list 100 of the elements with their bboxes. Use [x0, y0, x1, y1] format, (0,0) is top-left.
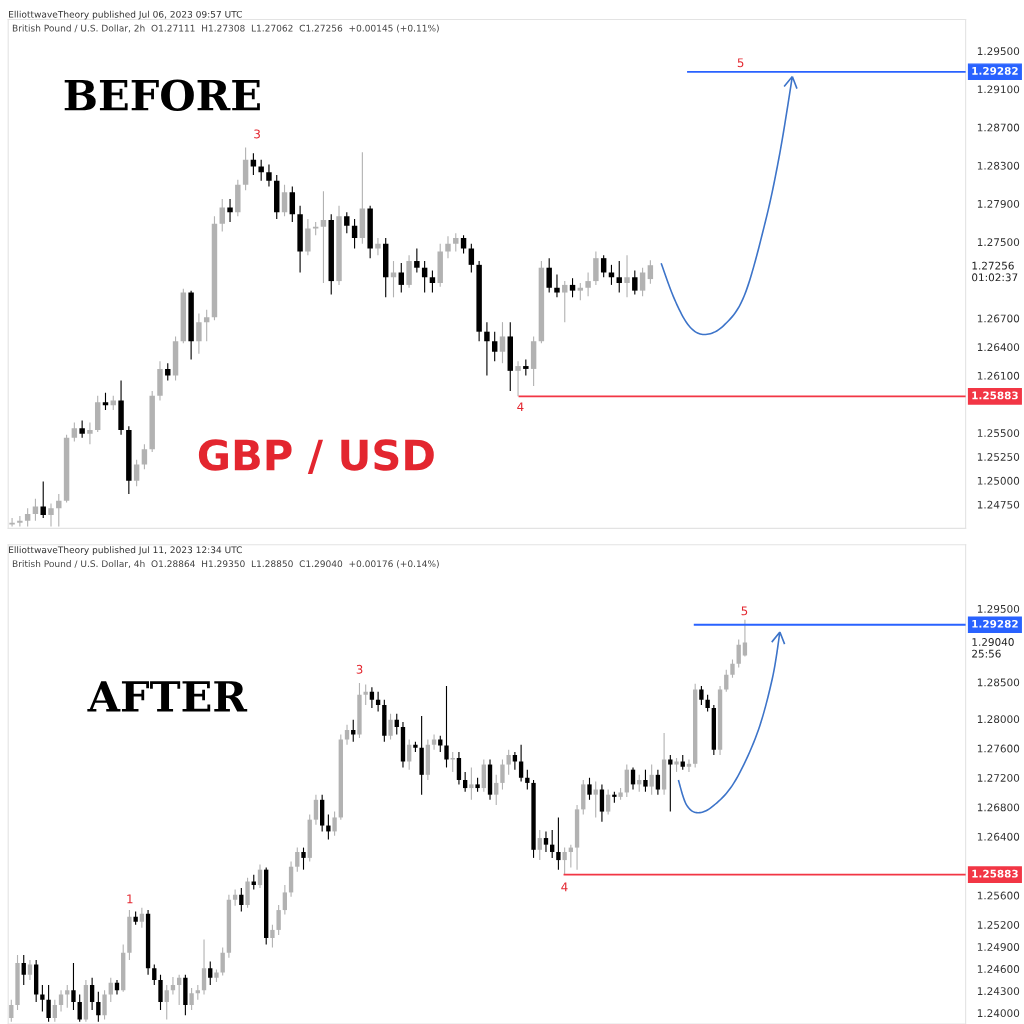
candlestick	[266, 164, 272, 188]
candlestick	[724, 669, 729, 693]
candlestick	[289, 185, 296, 223]
candlestick	[506, 749, 511, 776]
candlestick	[375, 691, 381, 713]
annotation: AFTER	[87, 681, 248, 712]
candlestick	[208, 960, 213, 986]
text: 1.29040 25:56	[972, 638, 1014, 658]
candlestick	[48, 503, 54, 528]
y-tick-label: 1.27500	[977, 238, 1020, 247]
candlestick	[220, 947, 225, 977]
y-tick-label: 1.28500	[977, 678, 1020, 687]
candlestick	[686, 758, 692, 773]
candlestick	[736, 639, 741, 669]
candlestick	[71, 962, 76, 1011]
candlestick	[500, 758, 505, 791]
annotation: 4	[561, 882, 568, 892]
candlestick	[593, 250, 599, 286]
ref-line-label: 1.25883	[972, 391, 1018, 400]
ref-line-label: 1.29282	[972, 619, 1018, 628]
candlestick	[593, 780, 598, 819]
candlestick	[189, 987, 194, 1011]
candlestick	[139, 907, 145, 929]
candlestick	[24, 507, 31, 528]
candlestick	[499, 321, 506, 364]
y-tick-label: 1.24000	[977, 1009, 1020, 1018]
candlestick	[431, 733, 437, 751]
candlestick	[494, 774, 499, 806]
candlestick	[301, 847, 306, 871]
candlestick	[71, 421, 78, 443]
candlestick	[599, 783, 605, 823]
candlestick	[27, 959, 33, 981]
y-tick-label: 1.25250	[977, 453, 1020, 461]
text: British Pound / U.S. Dollar, 4h O1.28864 H1.29350 L1.28850 C1.29040 +0.00176 (+0.14%)	[12, 560, 439, 569]
candlestick	[491, 331, 498, 362]
candlestick	[65, 984, 70, 1009]
annotation: 5	[741, 606, 748, 616]
candlestick	[232, 888, 238, 907]
y-tick-label: 1.26100	[977, 371, 1020, 380]
candlestick	[643, 769, 648, 793]
candlestick	[332, 811, 337, 837]
candlestick	[17, 515, 23, 528]
annotation: 5	[737, 58, 744, 68]
candlestick	[344, 724, 350, 746]
y-tick-label: 1.25600	[977, 891, 1020, 900]
chart-title: ElliottwaveTheory published Jul 06, 2023 09:57 UTC	[9, 10, 242, 20]
candlestick	[270, 924, 275, 949]
candlestick	[390, 260, 397, 298]
text: British Pound / U.S. Dollar, 2h O1.27111 H1.27308 L1.27062 C1.27256 +0.00145 (+0.11%)	[12, 24, 439, 33]
candlestick	[239, 887, 244, 913]
candlestick	[515, 360, 521, 397]
candlestick	[9, 517, 15, 528]
candlestick	[462, 771, 468, 793]
candlestick	[456, 751, 462, 785]
candlestick	[326, 813, 331, 841]
candlestick	[363, 683, 368, 706]
candlestick	[468, 243, 475, 274]
candlestick	[77, 994, 82, 1023]
candlestick	[21, 954, 26, 986]
candlestick	[556, 816, 561, 871]
candlestick	[481, 758, 486, 793]
candlestick	[133, 459, 140, 487]
y-tick-label: 1.25000	[977, 476, 1020, 485]
candlestick	[562, 280, 568, 323]
candlestick	[639, 267, 646, 297]
candlestick	[414, 248, 420, 274]
candlestick	[282, 884, 288, 916]
y-tick-label: 1.27200	[977, 774, 1020, 782]
candlestick	[87, 421, 93, 445]
annotation: 1	[127, 894, 133, 904]
candlestick	[245, 877, 250, 909]
candlestick	[569, 277, 576, 298]
candlestick	[484, 321, 490, 377]
candlestick	[398, 262, 405, 294]
candlestick	[276, 904, 281, 936]
candlestick	[89, 977, 95, 1011]
y-tick-label: 1.28700	[977, 123, 1020, 132]
y-tick-label: 1.27600	[977, 744, 1020, 753]
y-tick-label: 1.26800	[977, 803, 1020, 812]
candlestick	[600, 254, 607, 278]
candlestick	[158, 974, 163, 1011]
candlestick	[406, 254, 412, 289]
candlestick	[730, 658, 735, 679]
candlestick	[201, 938, 207, 996]
candlestick	[52, 999, 57, 1023]
candlestick	[79, 419, 85, 439]
y-tick-label: 1.29500	[977, 604, 1020, 613]
candlestick	[203, 309, 210, 342]
candlestick	[219, 198, 225, 232]
candlestick	[250, 152, 257, 176]
candlestick	[518, 744, 524, 782]
candlestick	[605, 788, 611, 816]
candlestick	[227, 198, 233, 223]
candlestick	[152, 963, 157, 986]
candlestick	[102, 989, 107, 1021]
candlestick	[40, 481, 46, 519]
ref-line-label: 1.29282	[972, 66, 1018, 75]
y-tick-label: 1.26400	[977, 832, 1020, 841]
candlestick	[460, 234, 467, 254]
candlestick	[668, 754, 673, 813]
